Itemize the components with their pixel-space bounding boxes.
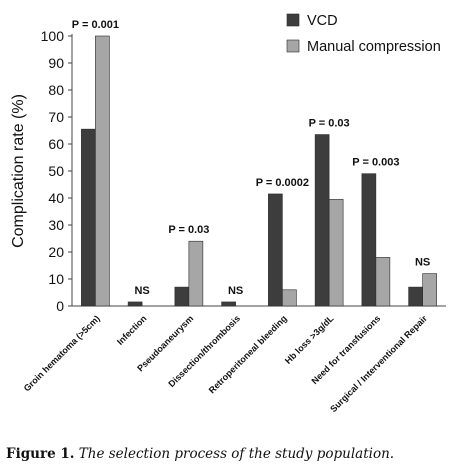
y-tick-label: 100 xyxy=(41,28,65,44)
x-category-label: Infection xyxy=(115,313,149,347)
y-tick-label: 30 xyxy=(48,217,64,233)
p-value-annotation: P = 0.001 xyxy=(72,19,119,31)
y-tick-label: 90 xyxy=(48,55,64,71)
bar-manual-compression xyxy=(422,273,437,307)
bar-vcd xyxy=(221,301,236,307)
bar-manual-compression xyxy=(95,35,110,307)
legend-label: Manual compression xyxy=(307,39,441,55)
bar-manual-compression xyxy=(188,240,204,307)
bar-vcd xyxy=(81,128,96,307)
x-category-label: Surgical / Interventional Repair xyxy=(328,313,429,414)
y-tick-label: 80 xyxy=(48,82,64,98)
bar-vcd xyxy=(361,173,377,307)
caption-label: Figure 1. xyxy=(6,446,75,462)
bar-vcd xyxy=(408,286,423,307)
y-axis-title: Complication rate (%) xyxy=(10,94,27,248)
y-tick-label: 50 xyxy=(48,163,64,179)
x-category-label: Groin hematoma (>5cm) xyxy=(22,313,102,393)
y-tick-label: 0 xyxy=(56,298,64,314)
x-category-label: Retroperitoneal bleeding xyxy=(207,313,289,395)
p-value-annotation: NS xyxy=(134,285,149,297)
legend-swatch xyxy=(286,39,300,53)
bar-vcd xyxy=(127,301,143,307)
bar-manual-compression xyxy=(375,257,391,307)
p-value-annotation: NS xyxy=(228,285,243,297)
p-value-annotation: P = 0.0002 xyxy=(256,177,309,189)
p-value-annotation: P = 0.03 xyxy=(309,118,350,130)
bar-vcd xyxy=(268,193,283,307)
p-value-annotation: P = 0.03 xyxy=(168,224,209,236)
legend-label: VCD xyxy=(307,13,338,29)
figure-caption: Figure 1. The selection process of the s… xyxy=(6,446,458,462)
caption-text: The selection process of the study popul… xyxy=(78,446,395,462)
y-tick-label: 60 xyxy=(48,136,64,152)
y-tick-label: 10 xyxy=(48,271,64,287)
p-value-annotation: NS xyxy=(415,257,430,269)
y-tick-label: 70 xyxy=(48,109,64,125)
y-tick-label: 40 xyxy=(48,190,64,206)
complication-bar-chart: 0 10 20 30 40 50 60 70 80 90 100 Complication rate … xyxy=(10,13,446,414)
bar-vcd xyxy=(174,286,190,307)
p-value-annotation: P = 0.003 xyxy=(352,157,399,169)
bar-manual-compression xyxy=(328,199,344,307)
bar-manual-compression xyxy=(282,289,297,307)
bar-vcd xyxy=(314,134,330,307)
legend-swatch xyxy=(286,13,300,27)
y-tick-label: 20 xyxy=(48,244,64,260)
x-category-label: Hb loss >3g/dL xyxy=(283,313,336,366)
